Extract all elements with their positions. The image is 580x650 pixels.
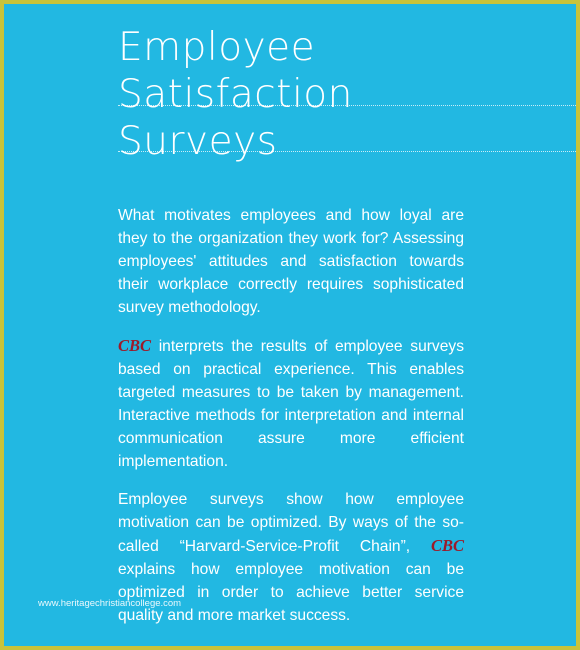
title-line-2: Satisfaction (118, 72, 353, 117)
paragraph-motivation: Employee surveys show how employee motiv… (118, 488, 464, 627)
brand-name: CBC (118, 336, 152, 355)
paragraph-text: interprets the results of employee surve… (118, 338, 464, 470)
title-line-1: Employee (118, 25, 316, 70)
paragraph-text: explains how employee motivation can be … (118, 561, 464, 624)
title-dotted-rule (118, 105, 576, 106)
brand-name: CBC (430, 536, 464, 555)
paragraph-text: Employee surveys show how employee motiv… (118, 491, 464, 555)
watermark: www.heritagechristiancollege.com (38, 598, 182, 609)
paragraph-interpretation: CBC interprets the results of employee s… (118, 334, 464, 473)
paragraph-intro: What motivates employees and how loyal a… (118, 207, 464, 316)
title-dotted-rule (118, 151, 576, 152)
page: Employee Satisfaction Surveys What motiv… (4, 4, 576, 646)
body-text: What motivates employees and how loyal a… (118, 204, 464, 642)
title-line-3: Surveys (118, 119, 278, 164)
page-title: Employee Satisfaction Surveys (118, 24, 353, 165)
